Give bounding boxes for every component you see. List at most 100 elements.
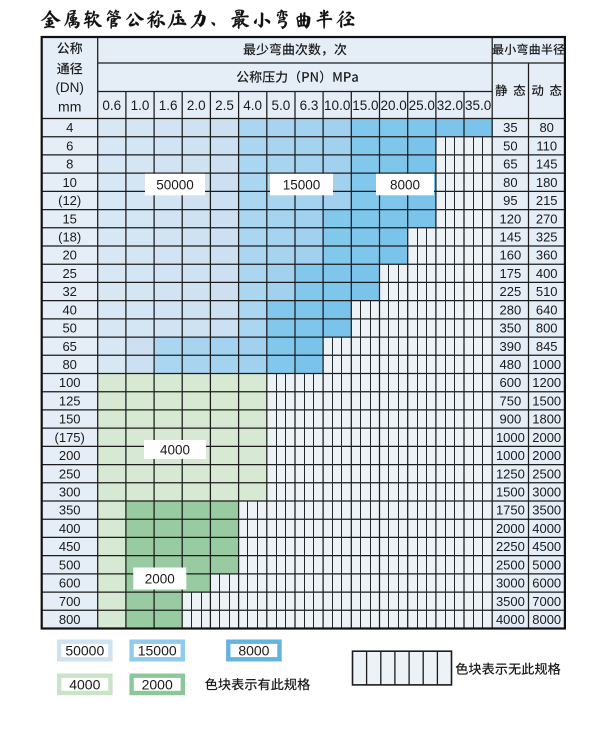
svg-text:20.0: 20.0 [380, 98, 406, 113]
svg-text:390: 390 [500, 339, 522, 354]
svg-text:3500: 3500 [532, 503, 561, 518]
svg-text:125: 125 [59, 393, 81, 408]
svg-text:mm: mm [58, 99, 81, 115]
svg-text:350: 350 [59, 503, 81, 518]
svg-text:50: 50 [503, 138, 517, 153]
svg-text:5.0: 5.0 [272, 98, 291, 113]
svg-text:2500: 2500 [532, 466, 561, 481]
svg-text:480: 480 [500, 357, 522, 372]
svg-text:8000: 8000 [390, 177, 420, 192]
svg-text:65: 65 [62, 339, 76, 354]
svg-text:360: 360 [536, 248, 558, 263]
svg-text:640: 640 [536, 302, 558, 317]
svg-text:25.0: 25.0 [409, 98, 435, 113]
svg-text:325: 325 [536, 230, 558, 245]
svg-text:6: 6 [66, 138, 73, 153]
svg-text:2000: 2000 [145, 571, 175, 586]
svg-text:40: 40 [62, 302, 76, 317]
svg-text:4500: 4500 [532, 539, 561, 554]
svg-text:145: 145 [536, 157, 558, 172]
svg-text:6000: 6000 [532, 576, 561, 591]
svg-text:250: 250 [59, 466, 81, 481]
svg-text:215: 215 [536, 193, 558, 208]
svg-text:2500: 2500 [496, 557, 525, 572]
svg-text:400: 400 [536, 266, 558, 281]
svg-text:(12): (12) [58, 193, 81, 208]
svg-text:8000: 8000 [532, 612, 561, 627]
svg-text:15: 15 [62, 211, 76, 226]
svg-text:145: 145 [500, 230, 522, 245]
svg-text:4: 4 [66, 120, 73, 135]
svg-text:2000: 2000 [532, 448, 561, 463]
svg-text:500: 500 [59, 557, 81, 572]
svg-text:6.3: 6.3 [300, 98, 319, 113]
svg-text:65: 65 [503, 157, 517, 172]
svg-text:510: 510 [536, 284, 558, 299]
svg-text:95: 95 [503, 193, 517, 208]
svg-text:120: 120 [500, 211, 522, 226]
svg-text:3000: 3000 [532, 485, 561, 500]
svg-text:8: 8 [66, 157, 73, 172]
svg-text:3500: 3500 [496, 594, 525, 609]
svg-text:0.6: 0.6 [102, 98, 121, 113]
svg-text:(175): (175) [55, 430, 85, 445]
svg-text:2250: 2250 [496, 539, 525, 554]
svg-text:270: 270 [536, 211, 558, 226]
svg-text:845: 845 [536, 339, 558, 354]
svg-text:50000: 50000 [156, 177, 194, 192]
svg-text:25: 25 [62, 266, 76, 281]
svg-text:175: 175 [500, 266, 522, 281]
svg-text:600: 600 [500, 375, 522, 390]
svg-text:(DN): (DN) [55, 80, 84, 95]
svg-text:1200: 1200 [532, 375, 561, 390]
svg-text:15000: 15000 [283, 177, 321, 192]
svg-text:80: 80 [503, 175, 517, 190]
svg-text:4000: 4000 [160, 442, 190, 457]
svg-text:400: 400 [59, 521, 81, 536]
svg-text:1.6: 1.6 [159, 98, 178, 113]
svg-text:32.0: 32.0 [437, 98, 463, 113]
svg-text:1000: 1000 [532, 357, 561, 372]
svg-text:450: 450 [59, 539, 81, 554]
svg-text:2000: 2000 [532, 430, 561, 445]
svg-text:15000: 15000 [138, 643, 177, 659]
svg-text:1000: 1000 [496, 430, 525, 445]
svg-text:15.0: 15.0 [352, 98, 378, 113]
svg-text:2000: 2000 [142, 676, 173, 692]
svg-text:1.0: 1.0 [131, 98, 150, 113]
svg-text:2.5: 2.5 [215, 98, 234, 113]
svg-text:300: 300 [59, 485, 81, 500]
svg-text:4.0: 4.0 [243, 98, 262, 113]
svg-text:800: 800 [59, 612, 81, 627]
svg-text:4000: 4000 [496, 612, 525, 627]
svg-text:200: 200 [59, 448, 81, 463]
svg-text:32: 32 [62, 284, 76, 299]
svg-text:1250: 1250 [496, 466, 525, 481]
svg-text:750: 750 [500, 393, 522, 408]
svg-text:225: 225 [500, 284, 522, 299]
svg-text:4000: 4000 [69, 676, 100, 692]
svg-text:7000: 7000 [532, 594, 561, 609]
svg-text:80: 80 [62, 357, 76, 372]
svg-text:3000: 3000 [496, 576, 525, 591]
svg-text:50000: 50000 [65, 643, 104, 659]
svg-text:2.0: 2.0 [187, 98, 206, 113]
svg-text:5000: 5000 [532, 557, 561, 572]
svg-text:10.0: 10.0 [324, 98, 350, 113]
svg-text:20: 20 [62, 248, 76, 263]
svg-text:50: 50 [62, 321, 76, 336]
svg-text:800: 800 [536, 321, 558, 336]
svg-text:150: 150 [59, 412, 81, 427]
svg-text:1800: 1800 [532, 412, 561, 427]
svg-text:10: 10 [62, 175, 76, 190]
svg-text:280: 280 [500, 302, 522, 317]
svg-text:700: 700 [59, 594, 81, 609]
svg-text:8000: 8000 [238, 643, 269, 659]
svg-text:1500: 1500 [496, 485, 525, 500]
svg-text:110: 110 [536, 138, 557, 153]
svg-text:160: 160 [500, 248, 522, 263]
svg-text:80: 80 [539, 120, 553, 135]
svg-text:350: 350 [500, 321, 522, 336]
svg-text:4000: 4000 [532, 521, 561, 536]
svg-text:900: 900 [500, 412, 522, 427]
